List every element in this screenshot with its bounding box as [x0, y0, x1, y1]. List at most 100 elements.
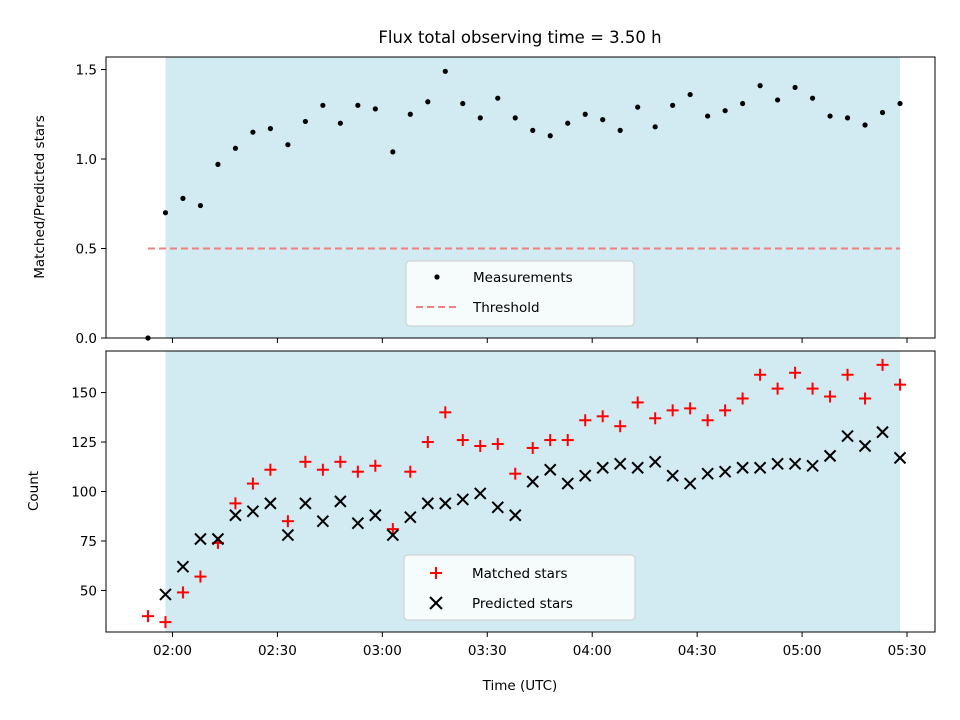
- measurement-point: [740, 100, 746, 107]
- matched-star-point: [421, 436, 434, 449]
- matched-star-point: [369, 459, 382, 472]
- measurement-point: [547, 133, 553, 139]
- predicted-star-point: [823, 449, 837, 463]
- measurement-point: [582, 111, 588, 117]
- measurement-point: [600, 117, 606, 123]
- predicted-star-point: [526, 475, 539, 488]
- predicted-star-point: [736, 461, 749, 474]
- matched-star-point: [701, 414, 714, 427]
- measurement-point: [670, 102, 676, 108]
- matched-star-point: [176, 586, 189, 599]
- predicted-star-point: [753, 461, 767, 474]
- predicted-star-point: [386, 528, 400, 542]
- legend-matched-marker: [430, 567, 442, 579]
- legend-predicted-label: Predicted stars: [472, 596, 573, 612]
- y-tick-label: 0.0: [76, 331, 97, 347]
- matched-star-point: [649, 412, 662, 425]
- predicted-star-point: [701, 467, 714, 480]
- predicted-star-point: [264, 497, 277, 510]
- predicted-star-point: [299, 497, 312, 510]
- predicted-star-point: [211, 532, 225, 546]
- measurement-point: [320, 102, 326, 108]
- predicted-star-point: [613, 457, 627, 471]
- y-tick-label: 1.0: [76, 152, 97, 168]
- measurement-point: [862, 122, 868, 128]
- y-tick-label: 1.5: [76, 63, 97, 79]
- matched-star-point: [334, 455, 347, 468]
- top-panel-frame: [105, 56, 936, 339]
- bottom-panel-y-axis-label: Count: [26, 471, 42, 511]
- matched-star-point: [281, 515, 294, 528]
- legend-predicted-marker: [429, 596, 443, 610]
- measurement-point: [302, 118, 308, 125]
- measurement-point: [774, 97, 781, 103]
- legend-measurements-marker: [434, 274, 440, 280]
- legend-matched-label: Matched stars: [472, 566, 568, 582]
- measurement-point: [267, 125, 274, 132]
- measurement-point: [565, 120, 571, 126]
- matched-star-point: [491, 438, 504, 451]
- measurement-point: [250, 129, 256, 135]
- bottom-panel-frame: [105, 350, 936, 633]
- matched-star-point: [439, 406, 452, 419]
- measurement-point: [617, 127, 623, 133]
- predicted-star-point: [683, 477, 697, 490]
- y-tick-label: 75: [80, 534, 97, 550]
- measurement-point: [197, 202, 204, 209]
- predicted-star-point: [788, 457, 802, 471]
- predicted-star-point: [176, 560, 190, 573]
- bottom-legend: Matched stars Predicted stars: [403, 554, 636, 621]
- measurement-point: [285, 142, 291, 148]
- measurement-point: [687, 91, 693, 98]
- matched-star-point: [159, 616, 172, 629]
- matched-star-point: [614, 420, 627, 433]
- x-tick-label: 05:00: [783, 643, 822, 659]
- chart-title: Flux total observing time = 3.50 h: [378, 28, 661, 47]
- matched-star-point: [246, 477, 259, 490]
- predicted-star-point: [404, 511, 417, 524]
- matched-star-point: [474, 439, 487, 452]
- predicted-star-point: [474, 487, 487, 500]
- predicted-star-point: [666, 469, 679, 482]
- predicted-star-point: [858, 439, 872, 453]
- matched-star-point: [806, 382, 819, 395]
- measurement-point: [512, 115, 518, 121]
- x-tick-label: 04:30: [678, 643, 717, 659]
- y-tick-label: 0.5: [76, 242, 97, 258]
- matched-star-point: [316, 463, 329, 476]
- matched-star-point: [631, 396, 644, 409]
- x-tick-label: 02:00: [153, 643, 192, 659]
- matched-star-point: [579, 414, 592, 427]
- measurement-point: [879, 109, 886, 116]
- matched-star-point: [141, 610, 154, 623]
- matched-star-point: [351, 465, 364, 478]
- y-tick-label: 50: [80, 583, 97, 599]
- top-panel-y-ticks: 0.0 0.5 1.0 1.5: [76, 63, 106, 347]
- predicted-star-point: [596, 461, 609, 474]
- matched-star-point: [509, 467, 522, 480]
- measurement-point: [809, 95, 816, 101]
- measurement-point: [635, 104, 641, 110]
- legend-measurements-label: Measurements: [473, 270, 573, 286]
- x-tick-label: 04:00: [573, 643, 612, 659]
- matched-star-point: [771, 382, 784, 395]
- bottom-panel-y-ticks: 50 75 100 125 150: [71, 386, 106, 599]
- matched-star-point: [561, 434, 574, 447]
- measurement-point: [390, 149, 396, 155]
- measurement-point: [792, 84, 798, 91]
- x-tick-label: 02:30: [258, 643, 297, 659]
- matched-star-point: [526, 441, 539, 454]
- measurement-point: [495, 95, 501, 101]
- measurement-point: [827, 113, 833, 119]
- measurement-point: [477, 115, 483, 121]
- measurement-point: [460, 100, 466, 107]
- predicted-star-point: [876, 425, 889, 439]
- matched-star-point: [859, 392, 872, 405]
- measurement-point: [232, 145, 239, 151]
- predicted-star-point: [246, 505, 260, 518]
- predicted-star-point: [561, 477, 574, 490]
- measurement-point: [844, 115, 851, 121]
- predicted-star-point: [509, 509, 522, 522]
- predicted-star-point: [771, 457, 784, 471]
